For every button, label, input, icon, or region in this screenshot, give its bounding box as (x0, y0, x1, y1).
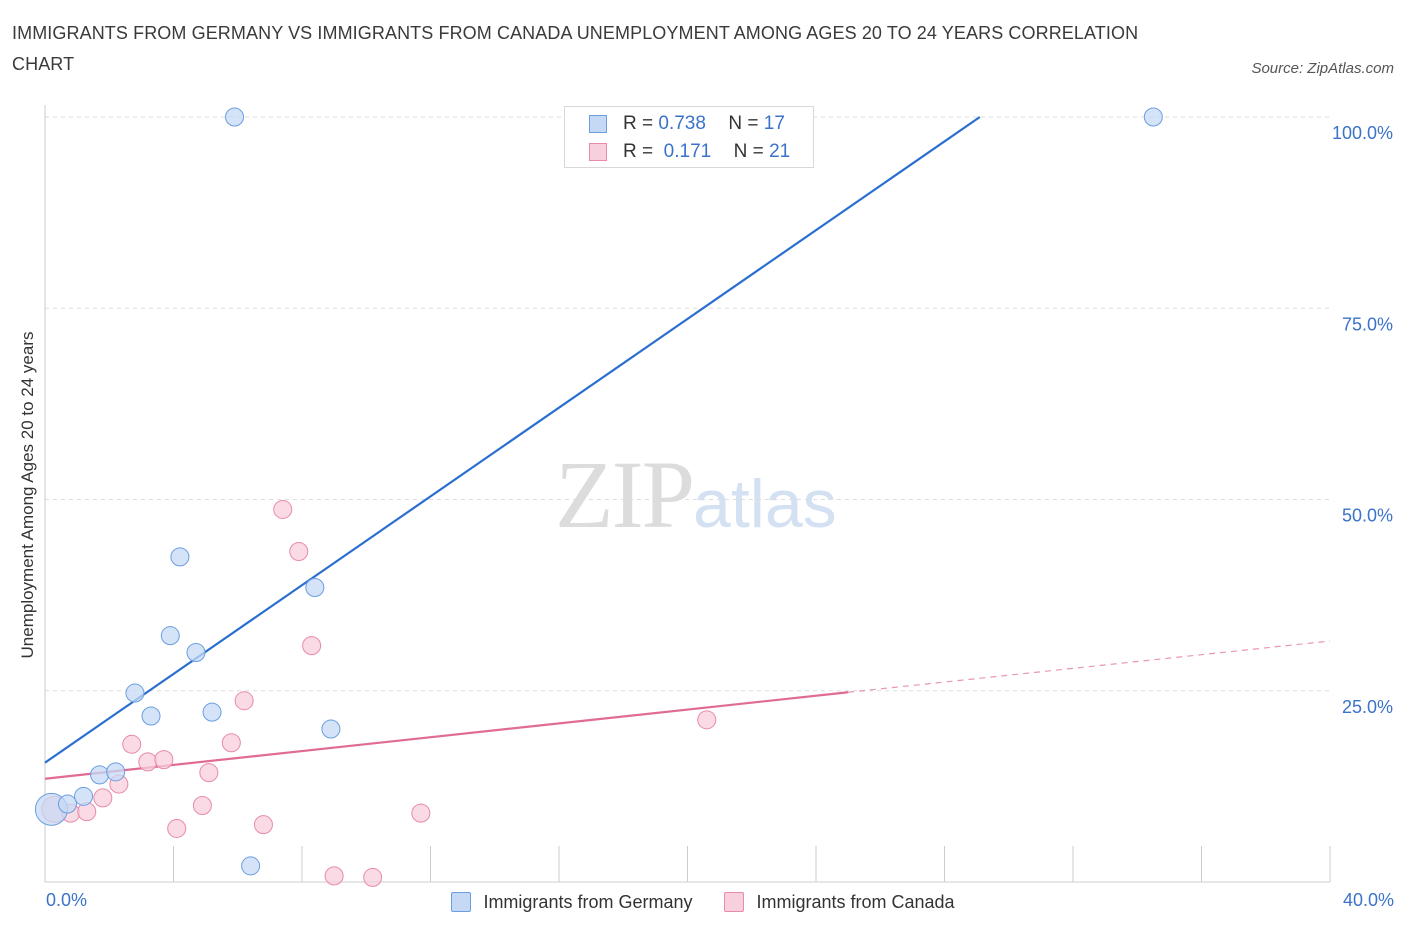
data-point-canada (77, 802, 97, 822)
legend-swatch-canada (724, 892, 745, 912)
trend-line-canada (44, 691, 849, 780)
chart-title: IMMIGRANTS FROM GERMANY VS IMMIGRANTS FR… (12, 23, 1139, 74)
n-label: N = (728, 113, 759, 134)
trend-line-germany (44, 116, 981, 764)
watermark-atlas: atlas (693, 466, 837, 542)
watermark-zip: ZIP (555, 441, 695, 548)
data-point-canada (192, 796, 212, 815)
series-legend: Immigrants from Germany Immigrants from … (0, 888, 1406, 916)
data-point-canada (302, 636, 322, 656)
data-point-canada (138, 752, 158, 772)
data-point-germany (160, 626, 180, 646)
data-point-canada (697, 710, 717, 730)
data-point-canada (154, 750, 174, 770)
y-tick-label: 100.0% (1332, 123, 1393, 143)
y-tick-label: 25.0% (1342, 697, 1393, 717)
data-point-canada (324, 866, 344, 886)
legend-label-canada: Immigrants from Canada (756, 891, 955, 912)
data-point-germany (125, 683, 145, 703)
data-point-germany (74, 786, 94, 806)
data-point-germany (1143, 107, 1163, 127)
n-label: N = (733, 141, 764, 162)
data-point-germany (57, 794, 77, 814)
legend-item-germany[interactable]: Immigrants from Germany (451, 892, 692, 913)
legend-label-germany: Immigrants from Germany (483, 891, 693, 912)
watermark: ZIPatlas (555, 440, 837, 559)
data-point-germany (170, 547, 190, 567)
data-point-canada (363, 867, 383, 887)
r-value-germany: 0.738 (658, 113, 706, 134)
data-point-canada (122, 734, 142, 754)
data-point-germany (186, 643, 206, 662)
stats-swatch-germany (589, 115, 607, 133)
n-value-canada: 21 (769, 141, 791, 162)
data-point-canada (199, 763, 219, 783)
source-label: Source: ZipAtlas.com (1251, 60, 1394, 77)
r-label: R = (623, 141, 654, 162)
data-point-canada (253, 815, 273, 835)
legend-item-canada[interactable]: Immigrants from Canada (724, 891, 955, 913)
data-point-germany (305, 577, 325, 597)
x-tick-label-max: 40.0% (1342, 890, 1394, 910)
data-point-germany (241, 856, 261, 876)
data-point-germany (90, 765, 110, 785)
stats-swatch-canada (589, 143, 607, 161)
trend-line-extension-canada (848, 640, 1331, 693)
data-point-canada (273, 499, 293, 519)
y-tick-label: 75.0% (1342, 314, 1393, 334)
data-point-canada (221, 733, 241, 753)
stats-legend: R = 0.738 N = 17 R = 0.171 N = 21 (564, 106, 814, 168)
r-value-canada: 0.171 (663, 141, 712, 162)
y-tick-label: 50.0% (1342, 506, 1393, 526)
x-tick-label-min: 0.0% (46, 890, 88, 910)
data-point-germany (321, 719, 341, 739)
n-value-germany: 17 (763, 113, 785, 134)
stats-legend-row-germany: R = 0.738 N = 17 (589, 110, 785, 138)
data-point-canada (167, 818, 187, 838)
data-point-canada (411, 803, 431, 823)
stats-legend-row-canada: R = 0.171 N = 21 (589, 138, 790, 166)
data-point-canada (234, 691, 254, 711)
legend-swatch-germany (451, 892, 472, 912)
data-point-germany (202, 702, 222, 722)
r-label: R = (623, 113, 654, 134)
data-point-germany (106, 762, 126, 782)
data-point-germany (141, 706, 161, 726)
data-point-canada (289, 542, 309, 562)
data-point-germany (225, 107, 245, 127)
data-point-canada (93, 788, 113, 808)
